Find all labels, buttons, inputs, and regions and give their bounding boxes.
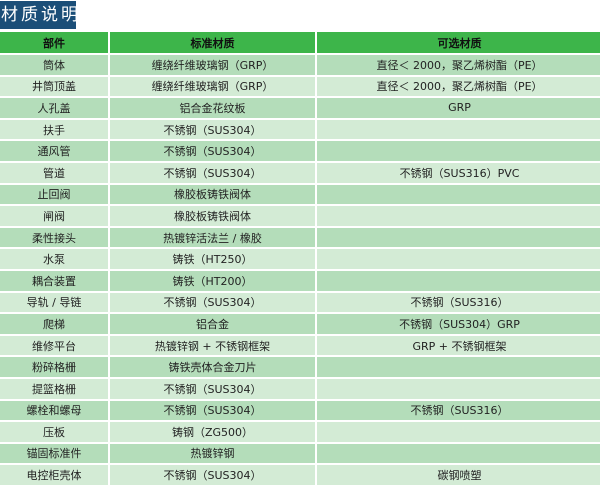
part-cell: 人孔盖	[0, 98, 108, 118]
table-row: 电控柜壳体 不锈钢（SUS304） 碳钢喷塑	[0, 465, 600, 485]
optional-material-cell: GRP	[317, 98, 600, 118]
optional-material-cell: 不锈钢（SUS304）GRP	[317, 314, 600, 334]
table-row: 维修平台 热镀锌钢 + 不锈钢框架 GRP + 不锈钢框架	[0, 335, 600, 356]
table-row: 管道 不锈钢（SUS304） 不锈钢（SUS316）PVC	[0, 162, 600, 183]
standard-material-cell: 橡胶板铸铁阀体	[110, 184, 315, 205]
standard-material-cell: 不锈钢（SUS304）	[110, 141, 315, 161]
table-header-row: 部件 标准材质 可选材质	[0, 32, 600, 53]
standard-material-cell: 橡胶板铸铁阀体	[110, 206, 315, 226]
part-cell: 井筒顶盖	[0, 76, 108, 97]
part-cell: 扶手	[0, 119, 108, 140]
standard-material-cell: 不锈钢（SUS304）	[110, 378, 315, 399]
table-row: 耦合装置 铸铁（HT200）	[0, 270, 600, 291]
table-row: 压板 铸钢（ZG500）	[0, 422, 600, 442]
optional-material-cell: 直径＜ 2000，聚乙烯树酯（PE）	[317, 76, 600, 97]
table-row: 螺栓和螺母 不锈钢（SUS304） 不锈钢（SUS316）	[0, 400, 600, 421]
optional-material-cell	[317, 184, 600, 205]
standard-material-cell: 缠绕纤维玻璃钢（GRP）	[110, 55, 315, 75]
standard-material-cell: 铸钢（ZG500）	[110, 422, 315, 442]
part-cell: 粉碎格栅	[0, 357, 108, 377]
part-cell: 管道	[0, 162, 108, 183]
standard-material-cell: 热镀锌钢 + 不锈钢框架	[110, 335, 315, 356]
part-cell: 提篮格栅	[0, 378, 108, 399]
column-header-standard-material: 标准材质	[110, 32, 315, 53]
optional-material-cell	[317, 357, 600, 377]
standard-material-cell: 铸铁壳体合金刀片	[110, 357, 315, 377]
optional-material-cell: 不锈钢（SUS316）	[317, 400, 600, 421]
part-cell: 维修平台	[0, 335, 108, 356]
optional-material-cell	[317, 443, 600, 464]
part-cell: 耦合装置	[0, 270, 108, 291]
optional-material-cell	[317, 270, 600, 291]
optional-material-cell	[317, 119, 600, 140]
table-row: 锚固标准件 热镀锌钢	[0, 443, 600, 464]
table-row: 粉碎格栅 铸铁壳体合金刀片	[0, 357, 600, 377]
standard-material-cell: 不锈钢（SUS304）	[110, 292, 315, 313]
optional-material-cell	[317, 378, 600, 399]
table-row: 扶手 不锈钢（SUS304）	[0, 119, 600, 140]
optional-material-cell: GRP + 不锈钢框架	[317, 335, 600, 356]
table-row: 导轨 / 导链 不锈钢（SUS304） 不锈钢（SUS316）	[0, 292, 600, 313]
standard-material-cell: 铸铁（HT250）	[110, 249, 315, 269]
part-cell: 柔性接头	[0, 227, 108, 248]
optional-material-cell: 不锈钢（SUS316）PVC	[317, 162, 600, 183]
table-row: 止回阀 橡胶板铸铁阀体	[0, 184, 600, 205]
table-row: 水泵 铸铁（HT250）	[0, 249, 600, 269]
standard-material-cell: 不锈钢（SUS304）	[110, 119, 315, 140]
optional-material-cell	[317, 141, 600, 161]
table-row: 筒体 缠绕纤维玻璃钢（GRP） 直径＜ 2000，聚乙烯树酯（PE）	[0, 55, 600, 75]
materials-table: 部件 标准材质 可选材质 筒体 缠绕纤维玻璃钢（GRP） 直径＜ 2000，聚乙烯树…	[0, 30, 600, 487]
optional-material-cell	[317, 206, 600, 226]
table-row: 闸阀 橡胶板铸铁阀体	[0, 206, 600, 226]
table-row: 井筒顶盖 缠绕纤维玻璃钢（GRP） 直径＜ 2000，聚乙烯树酯（PE）	[0, 76, 600, 97]
optional-material-cell	[317, 227, 600, 248]
optional-material-cell: 不锈钢（SUS316）	[317, 292, 600, 313]
part-cell: 爬梯	[0, 314, 108, 334]
standard-material-cell: 不锈钢（SUS304）	[110, 162, 315, 183]
standard-material-cell: 铝合金	[110, 314, 315, 334]
standard-material-cell: 热镀锌钢	[110, 443, 315, 464]
part-cell: 通风管	[0, 141, 108, 161]
optional-material-cell	[317, 422, 600, 442]
standard-material-cell: 不锈钢（SUS304）	[110, 465, 315, 485]
table-row: 柔性接头 热镀锌活法兰 / 橡胶	[0, 227, 600, 248]
table-row: 通风管 不锈钢（SUS304）	[0, 141, 600, 161]
table-row: 爬梯 铝合金 不锈钢（SUS304）GRP	[0, 314, 600, 334]
part-cell: 筒体	[0, 55, 108, 75]
optional-material-cell	[317, 249, 600, 269]
part-cell: 止回阀	[0, 184, 108, 205]
part-cell: 压板	[0, 422, 108, 442]
part-cell: 导轨 / 导链	[0, 292, 108, 313]
optional-material-cell: 碳钢喷塑	[317, 465, 600, 485]
column-header-optional-material: 可选材质	[317, 32, 600, 53]
title-bar: 材质说明	[0, 0, 600, 30]
table-row: 提篮格栅 不锈钢（SUS304）	[0, 378, 600, 399]
standard-material-cell: 不锈钢（SUS304）	[110, 400, 315, 421]
standard-material-cell: 铝合金花纹板	[110, 98, 315, 118]
part-cell: 螺栓和螺母	[0, 400, 108, 421]
part-cell: 锚固标准件	[0, 443, 108, 464]
part-cell: 闸阀	[0, 206, 108, 226]
column-header-part: 部件	[0, 32, 108, 53]
section-title: 材质说明	[0, 1, 76, 29]
part-cell: 电控柜壳体	[0, 465, 108, 485]
optional-material-cell: 直径＜ 2000，聚乙烯树酯（PE）	[317, 55, 600, 75]
standard-material-cell: 铸铁（HT200）	[110, 270, 315, 291]
part-cell: 水泵	[0, 249, 108, 269]
standard-material-cell: 缠绕纤维玻璃钢（GRP）	[110, 76, 315, 97]
standard-material-cell: 热镀锌活法兰 / 橡胶	[110, 227, 315, 248]
table-row: 人孔盖 铝合金花纹板 GRP	[0, 98, 600, 118]
